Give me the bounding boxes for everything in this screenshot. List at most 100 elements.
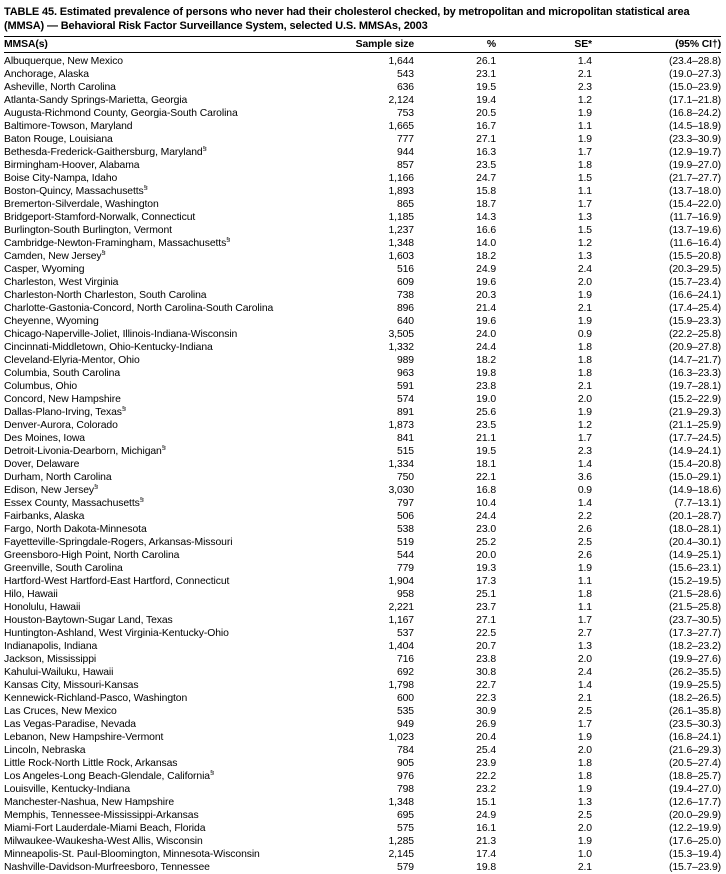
mmsa-cell: Kansas City, Missouri-Kansas <box>4 679 352 692</box>
footnote-marker: § <box>94 484 99 491</box>
table-row: Houston-Baytown-Sugar Land, Texas 1,167 … <box>4 614 721 627</box>
percent-cell: 22.2 <box>476 771 496 782</box>
table-row: Asheville, North Carolina 636 19.5 2.3 (… <box>4 81 721 94</box>
percent-cell: 15.8 <box>476 186 496 197</box>
ci-cell: (19.4–27.0) <box>668 784 721 795</box>
percent-cell: 25.6 <box>476 407 496 418</box>
sample-size-cell: 989 <box>396 355 414 366</box>
table-row: Denver-Aurora, Colorado 1,873 23.5 1.2 (… <box>4 419 721 432</box>
mmsa-name: Greenville, South Carolina <box>4 563 123 574</box>
se-cell: 1.9 <box>577 407 592 418</box>
percent-cell: 25.1 <box>476 589 496 600</box>
header-row: MMSA(s) Sample size % SE* (95% CI†) <box>4 36 721 53</box>
table-row: Cleveland-Elyria-Mentor, Ohio 989 18.2 1… <box>4 354 721 367</box>
ci-cell: (15.3–19.4) <box>668 849 721 860</box>
mmsa-cell: Manchester-Nashua, New Hampshire <box>4 796 352 809</box>
mmsa-name: Baltimore-Towson, Maryland <box>4 121 133 132</box>
table-row: Greensboro-High Point, North Carolina 54… <box>4 549 721 562</box>
se-cell: 2.1 <box>577 862 592 873</box>
table-row: Kahului-Wailuku, Hawaii 692 30.8 2.4 (26… <box>4 666 721 679</box>
percent-cell: 19.0 <box>476 394 496 405</box>
se-cell: 1.1 <box>577 121 592 132</box>
mmsa-name: Asheville, North Carolina <box>4 82 116 93</box>
mmsa-name: Lincoln, Nebraska <box>4 745 86 756</box>
table-row: Lincoln, Nebraska 784 25.4 2.0 (21.6–29.… <box>4 744 721 757</box>
mmsa-name: Kahului-Wailuku, Hawaii <box>4 667 114 678</box>
mmsa-cell: Atlanta-Sandy Springs-Marietta, Georgia <box>4 94 352 107</box>
mmsa-name: Charleston-North Charleston, South Carol… <box>4 290 207 301</box>
mmsa-cell: Kahului-Wailuku, Hawaii <box>4 666 352 679</box>
table-row: Boston-Quincy, Massachusetts§ 1,893 15.8… <box>4 185 721 198</box>
ci-cell: (21.9–29.3) <box>668 407 721 418</box>
percent-cell: 20.5 <box>476 108 496 119</box>
percent-cell: 16.6 <box>476 225 496 236</box>
ci-cell: (23.4–28.8) <box>668 56 721 67</box>
ci-cell: (14.9–25.1) <box>668 550 721 561</box>
table-row: Camden, New Jersey§ 1,603 18.2 1.3 (15.5… <box>4 250 721 263</box>
ci-cell: (13.7–18.0) <box>668 186 721 197</box>
mmsa-name: Atlanta-Sandy Springs-Marietta, Georgia <box>4 95 188 106</box>
table-row: Chicago-Naperville-Joliet, Illinois-Indi… <box>4 328 721 341</box>
percent-cell: 23.1 <box>476 69 496 80</box>
table-body: Albuquerque, New Mexico 1,644 26.1 1.4 (… <box>4 53 721 874</box>
se-cell: 2.0 <box>577 394 592 405</box>
mmsa-cell: Boise City-Nampa, Idaho <box>4 172 352 185</box>
se-cell: 1.8 <box>577 368 592 379</box>
mmsa-cell: Camden, New Jersey§ <box>4 250 352 263</box>
mmsa-cell: Bethesda-Frederick-Gaithersburg, Marylan… <box>4 146 352 159</box>
table-row: Hilo, Hawaii 958 25.1 1.8 (21.5–28.6) <box>4 588 721 601</box>
table-row: Bridgeport-Stamford-Norwalk, Connecticut… <box>4 211 721 224</box>
se-cell: 1.5 <box>577 173 592 184</box>
table-row: Fairbanks, Alaska 506 24.4 2.2 (20.1–28.… <box>4 510 721 523</box>
se-cell: 1.1 <box>577 576 592 587</box>
mmsa-name: Hilo, Hawaii <box>4 589 58 600</box>
mmsa-cell: Houston-Baytown-Sugar Land, Texas <box>4 614 352 627</box>
se-cell: 1.4 <box>577 459 592 470</box>
percent-cell: 16.8 <box>476 485 496 496</box>
footnote-marker: § <box>101 250 106 257</box>
mmsa-cell: Essex County, Massachusetts§ <box>4 497 352 510</box>
ci-cell: (15.0–29.1) <box>668 472 721 483</box>
mmsa-cell: Concord, New Hampshire <box>4 393 352 406</box>
mmsa-cell: Louisville, Kentucky-Indiana <box>4 783 352 796</box>
se-cell: 1.9 <box>577 836 592 847</box>
se-cell: 1.8 <box>577 355 592 366</box>
ci-cell: (26.1–35.8) <box>668 706 721 717</box>
se-cell: 1.8 <box>577 589 592 600</box>
sample-size-cell: 865 <box>396 199 414 210</box>
sample-size-cell: 753 <box>396 108 414 119</box>
ci-cell: (17.1–21.8) <box>668 95 721 106</box>
percent-cell: 17.4 <box>476 849 496 860</box>
se-cell: 0.9 <box>577 485 592 496</box>
mmsa-cell: Dallas-Plano-Irving, Texas§ <box>4 406 352 419</box>
se-cell: 2.2 <box>577 511 592 522</box>
se-cell: 1.7 <box>577 719 592 730</box>
mmsa-cell: Albuquerque, New Mexico <box>4 53 352 69</box>
se-cell: 2.3 <box>577 82 592 93</box>
sample-size-cell: 1,798 <box>388 680 414 691</box>
table-row: Nashville-Davidson-Murfreesboro, Tenness… <box>4 861 721 874</box>
sample-size-cell: 609 <box>396 277 414 288</box>
sample-size-cell: 896 <box>396 303 414 314</box>
table-row: Albuquerque, New Mexico 1,644 26.1 1.4 (… <box>4 53 721 69</box>
mmsa-name: Honolulu, Hawaii <box>4 602 81 613</box>
mmsa-name: Bremerton-Silverdale, Washington <box>4 199 159 210</box>
ci-cell: (21.5–25.8) <box>668 602 721 613</box>
mmsa-cell: Denver-Aurora, Colorado <box>4 419 352 432</box>
ci-cell: (14.9–18.6) <box>668 485 721 496</box>
percent-cell: 22.7 <box>476 680 496 691</box>
percent-cell: 14.3 <box>476 212 496 223</box>
se-cell: 2.5 <box>577 810 592 821</box>
se-cell: 2.6 <box>577 550 592 561</box>
percent-cell: 19.4 <box>476 95 496 106</box>
sample-size-cell: 516 <box>396 264 414 275</box>
sample-size-cell: 1,603 <box>388 251 414 262</box>
se-cell: 1.8 <box>577 771 592 782</box>
table-row: Lebanon, New Hampshire-Vermont 1,023 20.… <box>4 731 721 744</box>
mmsa-cell: Milwaukee-Waukesha-West Allis, Wisconsin <box>4 835 352 848</box>
mmsa-name: Fayetteville-Springdale-Rogers, Arkansas… <box>4 537 233 548</box>
se-cell: 1.4 <box>577 680 592 691</box>
mmsa-cell: Memphis, Tennessee-Mississippi-Arkansas <box>4 809 352 822</box>
mmsa-cell: Little Rock-North Little Rock, Arkansas <box>4 757 352 770</box>
percent-cell: 19.8 <box>476 862 496 873</box>
